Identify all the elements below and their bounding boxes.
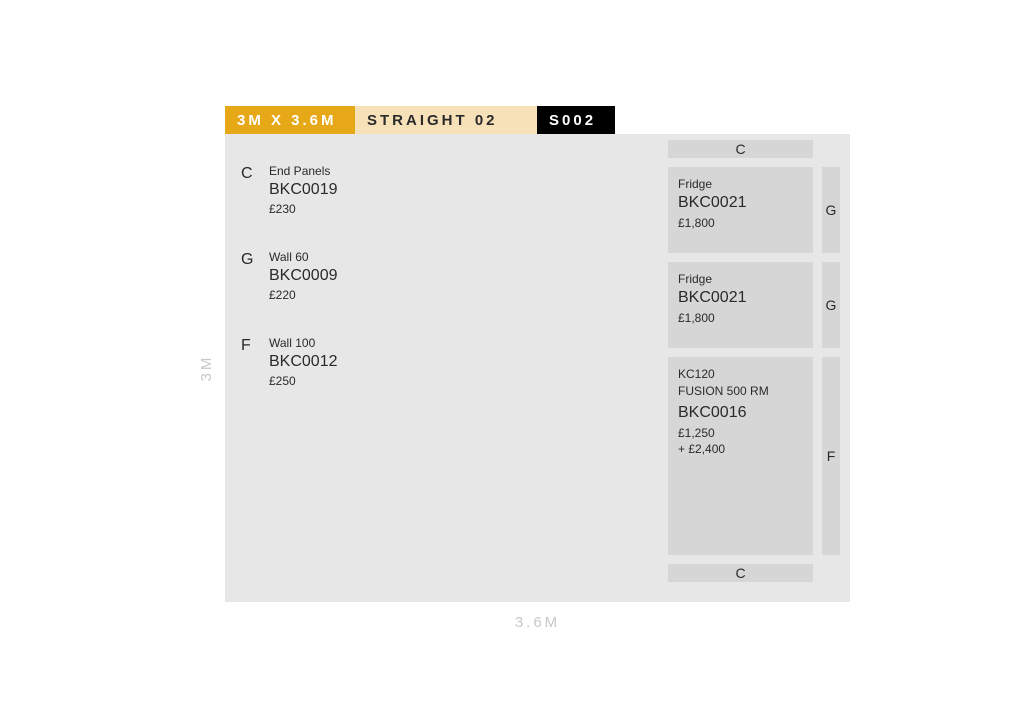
side-panel: G: [822, 167, 840, 253]
legend-letter: G: [241, 250, 269, 302]
unit-price-2: + £2,400: [678, 442, 803, 456]
legend-label: Wall 60: [269, 250, 338, 264]
legend-body: Wall 60 BKC0009 £220: [269, 250, 338, 302]
plan-area: 3M C End Panels BKC0019 £230 G Wall 60 B…: [225, 134, 850, 602]
unit-price: £1,800: [678, 311, 803, 325]
edge-panel-bottom: C: [668, 564, 813, 582]
legend-body: End Panels BKC0019 £230: [269, 164, 338, 216]
legend-label: Wall 100: [269, 336, 338, 350]
legend-letter: C: [241, 164, 269, 216]
legend-label: End Panels: [269, 164, 338, 178]
unit-code: BKC0021: [678, 289, 803, 307]
legend-code: BKC0019: [269, 181, 338, 199]
unit-label: Fridge: [678, 272, 803, 286]
unit-row: KC120 FUSION 500 RM BKC0016 £1,250 + £2,…: [668, 357, 843, 555]
unit-stack: C Fridge BKC0021 £1,800 G Fridge BKC0021…: [668, 140, 843, 596]
legend-row: C End Panels BKC0019 £230: [241, 164, 501, 216]
unit-label-2: FUSION 500 RM: [678, 384, 803, 398]
legend-price: £220: [269, 288, 338, 302]
header-code: S002: [537, 106, 615, 134]
legend-price: £250: [269, 374, 338, 388]
legend-body: Wall 100 BKC0012 £250: [269, 336, 338, 388]
legend-price: £230: [269, 202, 338, 216]
legend: C End Panels BKC0019 £230 G Wall 60 BKC0…: [241, 164, 501, 422]
header-dims: 3M X 3.6M: [225, 106, 355, 134]
side-panel: F: [822, 357, 840, 555]
legend-row: F Wall 100 BKC0012 £250: [241, 336, 501, 388]
unit-label: Fridge: [678, 177, 803, 191]
legend-code: BKC0009: [269, 267, 338, 285]
layout-canvas: 3M X 3.6M STRAIGHT 02 S002 3M C End Pane…: [225, 106, 850, 631]
unit-label: KC120: [678, 367, 803, 381]
side-panel: G: [822, 262, 840, 348]
unit-price: £1,800: [678, 216, 803, 230]
unit-box: Fridge BKC0021 £1,800: [668, 262, 813, 348]
dimension-left: 3M: [198, 355, 215, 382]
legend-letter: F: [241, 336, 269, 388]
unit-code: BKC0016: [678, 404, 803, 422]
legend-row: G Wall 60 BKC0009 £220: [241, 250, 501, 302]
unit-code: BKC0021: [678, 194, 803, 212]
edge-panel-top: C: [668, 140, 813, 158]
header-row: 3M X 3.6M STRAIGHT 02 S002: [225, 106, 850, 134]
unit-price: £1,250: [678, 426, 803, 440]
header-name: STRAIGHT 02: [355, 106, 537, 134]
legend-code: BKC0012: [269, 353, 338, 371]
unit-row: Fridge BKC0021 £1,800 G: [668, 262, 843, 348]
unit-box: KC120 FUSION 500 RM BKC0016 £1,250 + £2,…: [668, 357, 813, 555]
unit-box: Fridge BKC0021 £1,800: [668, 167, 813, 253]
dimension-bottom: 3.6M: [225, 614, 850, 631]
unit-row: Fridge BKC0021 £1,800 G: [668, 167, 843, 253]
